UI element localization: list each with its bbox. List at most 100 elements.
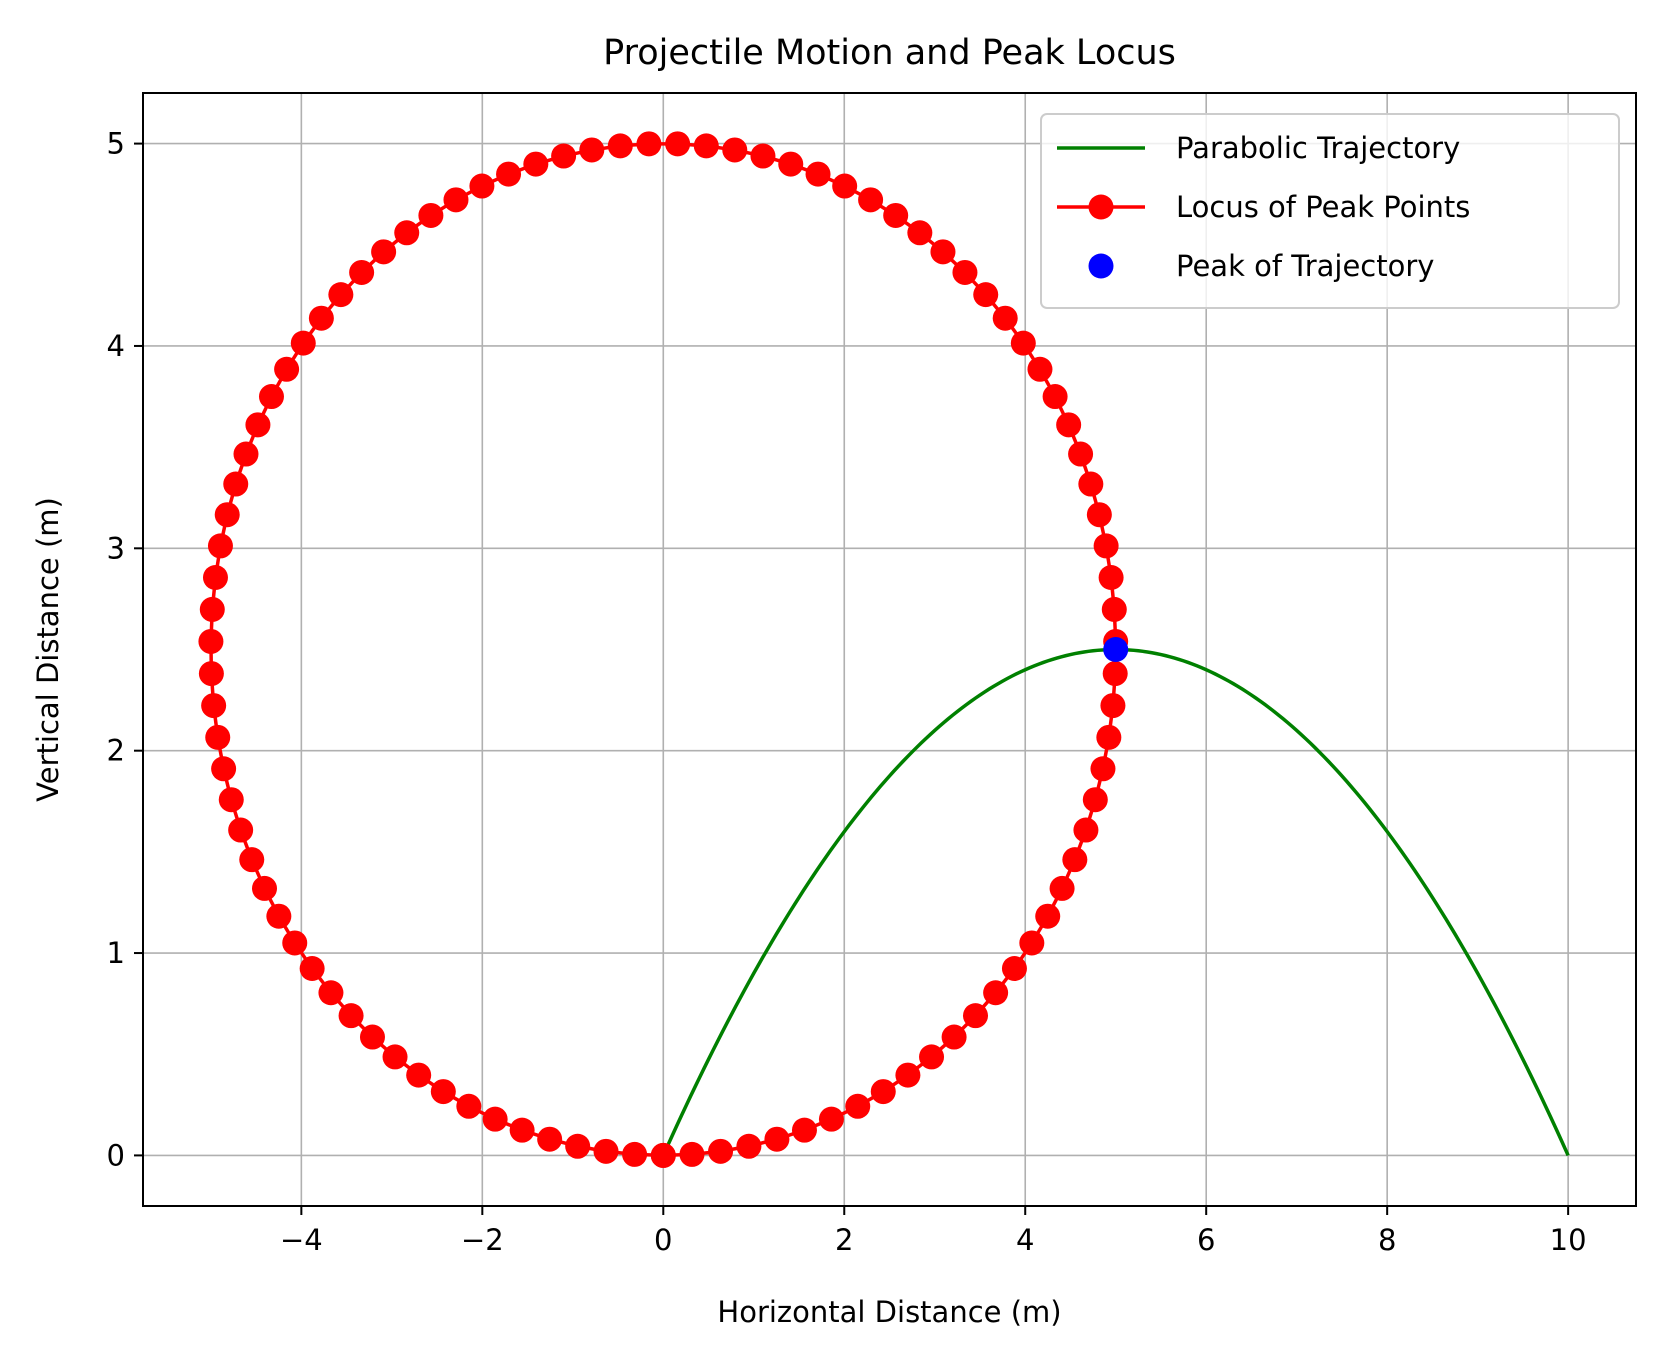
peak-locus-point bbox=[973, 282, 999, 308]
x-tick-label: 10 bbox=[1550, 1223, 1587, 1257]
peak-locus-point bbox=[818, 1106, 844, 1132]
legend-marker-swatch bbox=[1088, 194, 1114, 220]
peak-locus-point bbox=[1082, 787, 1108, 813]
peak-locus-point bbox=[406, 1062, 432, 1088]
peak-locus-point bbox=[895, 1062, 921, 1088]
peak-locus-point bbox=[290, 330, 316, 356]
peak-locus-point bbox=[845, 1093, 871, 1119]
peak-locus-point bbox=[201, 693, 227, 719]
peak-locus-point bbox=[805, 161, 831, 187]
peak-locus-point bbox=[308, 305, 334, 331]
peak-locus-point bbox=[202, 565, 228, 590]
peak-locus-point bbox=[1101, 596, 1127, 622]
peak-locus-point bbox=[1035, 903, 1061, 929]
peak-locus-point bbox=[593, 1138, 619, 1164]
peak-locus-point bbox=[469, 173, 495, 199]
peak-locus-point bbox=[963, 1003, 988, 1029]
x-tick-label: 0 bbox=[654, 1223, 672, 1257]
peak-locus-point bbox=[207, 533, 233, 559]
x-tick-label: 4 bbox=[1016, 1223, 1034, 1257]
legend-marker-swatch bbox=[1088, 253, 1114, 279]
peak-locus-point bbox=[992, 305, 1018, 331]
y-tick-label: 1 bbox=[107, 936, 125, 970]
legend-label: Parabolic Trajectory bbox=[1176, 131, 1460, 165]
x-axis-title: Horizontal Distance (m) bbox=[717, 1295, 1061, 1329]
peak-locus-point bbox=[456, 1093, 482, 1119]
peak-locus-point bbox=[983, 980, 1009, 1006]
peak-locus-point bbox=[907, 220, 933, 246]
chart-title: Projectile Motion and Peak Locus bbox=[603, 33, 1176, 73]
peak-locus-point bbox=[349, 259, 375, 285]
peak-locus-point bbox=[1019, 930, 1045, 956]
peak-locus-point bbox=[622, 1141, 648, 1167]
peak-locus-point bbox=[537, 1126, 563, 1152]
peak-locus-point bbox=[679, 1141, 705, 1167]
y-tick-label: 5 bbox=[107, 127, 125, 161]
peak-locus-point bbox=[371, 239, 397, 265]
peak-locus-point bbox=[228, 817, 254, 843]
y-tick-label: 2 bbox=[107, 734, 125, 768]
legend-label: Peak of Trajectory bbox=[1176, 249, 1434, 283]
peak-locus-point bbox=[636, 131, 662, 157]
peak-of-trajectory-point bbox=[1103, 637, 1129, 662]
peak-locus-point bbox=[1073, 817, 1099, 843]
y-tick-label: 0 bbox=[107, 1138, 125, 1172]
peak-locus-point bbox=[318, 980, 344, 1006]
peak-locus-point bbox=[941, 1024, 967, 1050]
peak-locus-point bbox=[1098, 565, 1124, 590]
peak-locus-point bbox=[952, 259, 978, 285]
x-tick-label: 6 bbox=[1197, 1223, 1215, 1257]
peak-locus-point bbox=[1068, 441, 1094, 467]
y-tick-label: 3 bbox=[107, 531, 125, 565]
peak-locus-point bbox=[1100, 693, 1126, 719]
peak-locus-line bbox=[209, 142, 1118, 1158]
ticks: −4 −2 0 2 4 6 8 10 0 1 2 3 4 5 bbox=[107, 127, 1587, 1257]
x-tick-label: 2 bbox=[835, 1223, 853, 1257]
peak-locus-point bbox=[708, 1138, 734, 1164]
peak-locus-point bbox=[650, 1142, 676, 1168]
peak-locus-point bbox=[1078, 471, 1104, 497]
peak-locus-point bbox=[919, 1044, 945, 1070]
peak-locus-point bbox=[266, 903, 292, 929]
plot-area bbox=[198, 131, 1570, 1168]
peak-locus-point bbox=[858, 187, 884, 213]
peak-locus-point bbox=[382, 1044, 408, 1070]
peak-locus-point bbox=[299, 956, 325, 981]
peak-locus-point bbox=[328, 282, 354, 308]
peak-locus-point bbox=[607, 133, 633, 159]
peak-locus-point bbox=[1062, 847, 1088, 873]
peak-locus-point bbox=[1096, 724, 1122, 750]
legend-label: Locus of Peak Points bbox=[1176, 190, 1470, 224]
peak-locus-point bbox=[1001, 956, 1027, 981]
peak-locus-point bbox=[579, 137, 605, 163]
x-tick-label: −4 bbox=[280, 1223, 323, 1257]
peak-locus-point bbox=[233, 441, 259, 467]
y-tick-label: 4 bbox=[107, 329, 125, 363]
peak-locus-point bbox=[496, 161, 522, 187]
peak-locus-point bbox=[551, 143, 577, 169]
peak-locus-point bbox=[338, 1003, 364, 1029]
peak-locus-point bbox=[1056, 412, 1082, 438]
peak-locus-point bbox=[245, 412, 271, 438]
peak-locus-point bbox=[1086, 502, 1112, 528]
peak-locus-point bbox=[430, 1079, 456, 1105]
peak-locus-point bbox=[722, 137, 748, 163]
peak-locus-point bbox=[1049, 875, 1075, 901]
peak-locus-point bbox=[1102, 661, 1128, 687]
peak-locus-point bbox=[198, 628, 224, 654]
peak-locus-point bbox=[205, 724, 231, 750]
peak-locus-point bbox=[930, 239, 956, 265]
peak-locus-point bbox=[791, 1117, 817, 1143]
peak-locus-point bbox=[778, 151, 804, 177]
peak-locus-point bbox=[418, 202, 444, 228]
peak-locus-point bbox=[394, 220, 420, 246]
peak-locus-point bbox=[523, 151, 549, 177]
peak-locus-point bbox=[693, 133, 719, 159]
peak-locus-point bbox=[750, 143, 776, 169]
peak-locus-point bbox=[665, 131, 691, 157]
peak-locus-point bbox=[199, 596, 225, 622]
axes-frame bbox=[142, 92, 1637, 1207]
peak-locus-point bbox=[239, 847, 265, 873]
peak-locus-point bbox=[214, 502, 240, 528]
peak-locus-point bbox=[870, 1079, 896, 1105]
